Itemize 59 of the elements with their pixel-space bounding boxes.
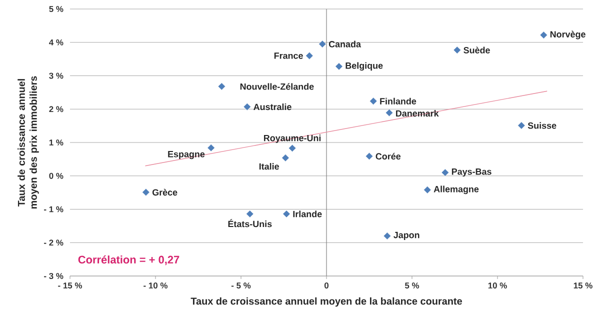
x-tick-label: 10 %	[488, 282, 507, 289]
x-tick-label: 15 %	[574, 282, 592, 288]
annotation: Grèce	[152, 188, 178, 196]
point	[365, 152, 374, 160]
annotation: États-Unis	[228, 219, 272, 228]
y-tick-label: 1 %	[49, 140, 64, 146]
annotation: Nouvelle-Zélande	[240, 83, 314, 90]
annotation: Japon	[394, 232, 420, 240]
annotation: Irlande	[293, 210, 322, 218]
annotation: Suède	[464, 46, 490, 54]
x-tick-label: - 15 %	[58, 282, 82, 288]
point	[424, 186, 432, 194]
annotation: Danemark	[396, 110, 439, 117]
annotation: Canada	[328, 40, 362, 48]
point	[383, 232, 391, 240]
point	[218, 82, 226, 90]
y-tick-label: 2 %	[49, 106, 64, 112]
annotation: Norvège	[550, 30, 586, 40]
annotation: Corrélation = + 0,27	[78, 255, 180, 266]
x-tick-label: 5 %	[404, 282, 420, 288]
annotation: Corée	[376, 152, 401, 160]
annotation: France	[274, 52, 303, 59]
point	[207, 144, 215, 152]
point	[246, 210, 254, 218]
annotation: Finlande	[380, 98, 416, 104]
point	[335, 62, 343, 70]
annotation: Australie	[254, 103, 292, 110]
point	[385, 109, 394, 117]
annotation: Allemagne	[434, 186, 479, 194]
point	[540, 31, 548, 39]
point	[318, 40, 326, 48]
point	[441, 168, 449, 176]
y-tick-label: 0 %	[49, 172, 64, 179]
point	[288, 144, 296, 152]
x-tick-label: - 5 %	[231, 282, 251, 288]
point	[370, 97, 378, 105]
point	[282, 210, 290, 218]
point	[282, 154, 290, 162]
point	[243, 103, 251, 111]
annotation: Italie	[259, 163, 279, 170]
y-tick-label: - 3 %	[44, 273, 64, 280]
y-tick-label: 5 %	[49, 6, 64, 12]
annotation: Espagne	[168, 151, 205, 160]
point	[306, 52, 314, 60]
annotation: Pays-Bas	[452, 168, 492, 177]
y-tick-label: - 1 %	[44, 206, 64, 212]
point	[518, 122, 526, 130]
y-tick-label: - 2 %	[44, 240, 64, 246]
y-tick-label: 4 %	[49, 39, 64, 46]
y-axis-title: Taux de croissance annuel moyen des prix immobiliers	[18, 76, 39, 209]
point	[453, 46, 461, 54]
annotation: Belgique	[346, 62, 383, 71]
x-tick-label: - 10 %	[144, 282, 168, 289]
annotation: Royaume-Uni	[264, 134, 321, 143]
point	[142, 188, 150, 196]
annotation: Suisse	[528, 122, 556, 129]
y-tick-label: 3 %	[49, 72, 64, 79]
x-tick-label: 0	[324, 282, 329, 289]
x-axis-title: Taux de croissance annuel moyen de la balance courante	[190, 297, 462, 307]
